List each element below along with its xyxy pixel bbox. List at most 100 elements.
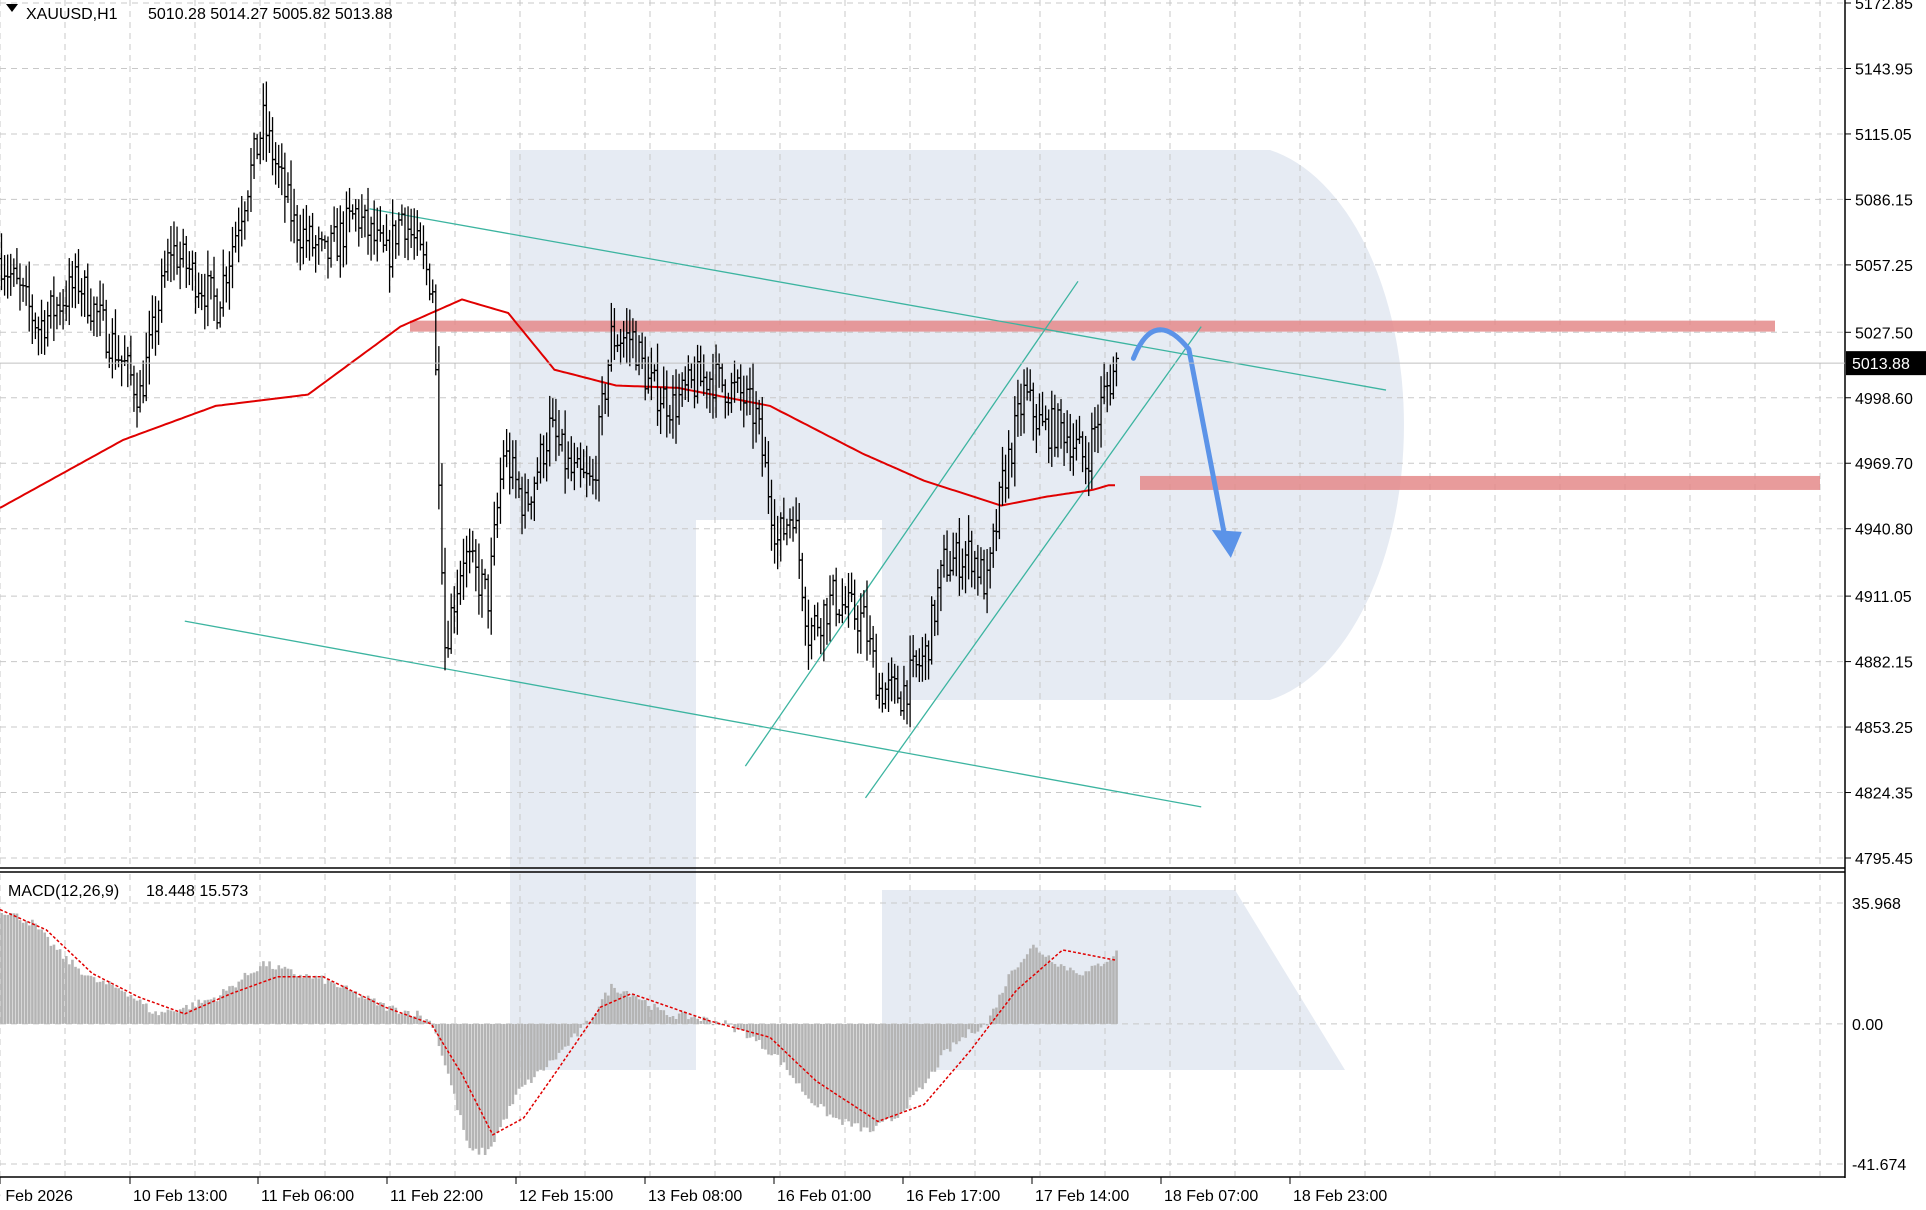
macd-bar <box>684 1012 687 1024</box>
ohlc-bar <box>100 283 106 321</box>
macd-bar <box>474 1023 478 1149</box>
macd-bar <box>228 986 231 1024</box>
macd-bar <box>884 1023 887 1120</box>
macd-bar <box>89 975 93 1024</box>
macd-bar <box>868 1023 872 1133</box>
macd-bar <box>262 961 265 1024</box>
macd-bar <box>748 1023 752 1038</box>
macd-bar <box>336 987 339 1024</box>
macd-bar <box>523 1023 527 1085</box>
ohlc-bar <box>384 214 389 251</box>
ohlc-bar <box>245 190 251 222</box>
macd-bar <box>511 1023 515 1105</box>
macd-bar <box>157 1015 160 1024</box>
macd-bar <box>671 1016 675 1024</box>
collapse-arrow-icon[interactable] <box>6 4 18 12</box>
macd-bar <box>600 999 604 1024</box>
macd-bar <box>859 1023 863 1132</box>
macd-bar <box>576 1023 579 1037</box>
macd-bar <box>114 987 117 1024</box>
macd-bar <box>141 1004 145 1024</box>
macd-bar <box>108 981 111 1024</box>
macd-bar <box>644 999 647 1024</box>
macd-bar <box>197 999 201 1024</box>
ohlc-bar <box>319 231 325 252</box>
macd-bar <box>548 1023 552 1061</box>
macd-bar <box>496 1023 499 1133</box>
ma-line <box>0 298 1115 509</box>
macd-bar <box>1032 944 1035 1024</box>
macd-bar <box>554 1023 558 1060</box>
macd-bar <box>905 1023 909 1109</box>
macd-bar <box>936 1023 940 1068</box>
price-axis[interactable]: 5172.85 5143.95 5115.05 5086.15 5057.25 5027.… <box>1845 0 1913 868</box>
macd-bar <box>1112 956 1115 1024</box>
descending-channel-lower <box>184 620 1202 808</box>
macd-bar <box>437 1023 441 1047</box>
macd-bar <box>902 1023 906 1112</box>
ohlc-bar <box>137 370 143 413</box>
macd-bar <box>434 1023 438 1034</box>
watermark-bowl <box>696 150 1404 700</box>
macd-bar <box>1072 970 1075 1024</box>
macd-bar <box>342 985 345 1024</box>
ohlc-bar <box>491 501 497 566</box>
macd-bar <box>976 1023 980 1032</box>
macd-bar <box>326 978 330 1024</box>
price-tick-label: 4969.70 <box>1855 456 1913 473</box>
macd-bar <box>871 1023 875 1132</box>
macd-bar <box>391 1005 395 1024</box>
macd-bar <box>55 949 59 1024</box>
macd-bar <box>446 1023 450 1074</box>
macd-bar <box>927 1023 930 1079</box>
ohlc-bar <box>799 552 805 612</box>
macd-bar <box>289 969 293 1024</box>
ohlc-bar <box>867 615 873 655</box>
ohlc-bar <box>263 81 269 162</box>
price-tick-label: 4882.15 <box>1855 655 1913 672</box>
price-tick-label: 4795.45 <box>1855 851 1913 868</box>
macd-bar <box>668 1017 672 1024</box>
macd-bar <box>1115 950 1118 1024</box>
macd-bar <box>659 1010 663 1024</box>
macd-bar <box>182 1007 185 1024</box>
ohlc-bar <box>112 309 118 370</box>
macd-bar <box>28 925 31 1024</box>
ohlc-bar <box>168 226 174 283</box>
macd-bar <box>200 1002 204 1024</box>
macd-bar <box>98 981 102 1024</box>
time-axis[interactable]: 9 Feb 2026 10 Feb 13:00 11 Feb 06:00 11 Feb… <box>0 1177 1387 1205</box>
ohlc-bar <box>439 463 445 585</box>
ohlc-bar <box>211 256 217 321</box>
ohlc-bar <box>307 215 312 261</box>
macd-bar <box>225 990 228 1024</box>
ohlc-bar <box>359 194 365 238</box>
ohlc-bar <box>153 296 158 356</box>
macd-bar <box>690 1017 693 1024</box>
macd-bar <box>751 1023 755 1037</box>
macd-bar <box>499 1023 502 1128</box>
time-tick-label: 12 Feb 15:00 <box>519 1188 613 1205</box>
macd-bar <box>948 1023 952 1052</box>
macd-bar <box>850 1023 853 1127</box>
ohlc-bar <box>226 251 232 310</box>
ohlc-bar <box>45 301 51 347</box>
macd-bar <box>687 1019 690 1024</box>
macd-bar <box>1096 963 1100 1024</box>
macd-axis[interactable]: 35.968 0.00 -41.674 <box>1852 896 1906 1174</box>
macd-bar <box>776 1023 780 1055</box>
macd-bar <box>958 1023 961 1042</box>
resistance-zone-lower <box>1140 475 1820 490</box>
price-tick-label: 4824.35 <box>1855 786 1913 803</box>
macd-bar <box>533 1023 536 1078</box>
macd-bar <box>215 1001 219 1024</box>
ohlc-bar <box>809 617 815 660</box>
macd-bar <box>160 1011 164 1024</box>
ohlc-bar <box>374 207 380 262</box>
macd-bar <box>1029 948 1032 1024</box>
ohlc-bar <box>291 188 297 244</box>
ohlc-bar <box>23 265 29 306</box>
macd-bar <box>357 997 361 1024</box>
price-tick-label: 5057.25 <box>1855 258 1913 275</box>
